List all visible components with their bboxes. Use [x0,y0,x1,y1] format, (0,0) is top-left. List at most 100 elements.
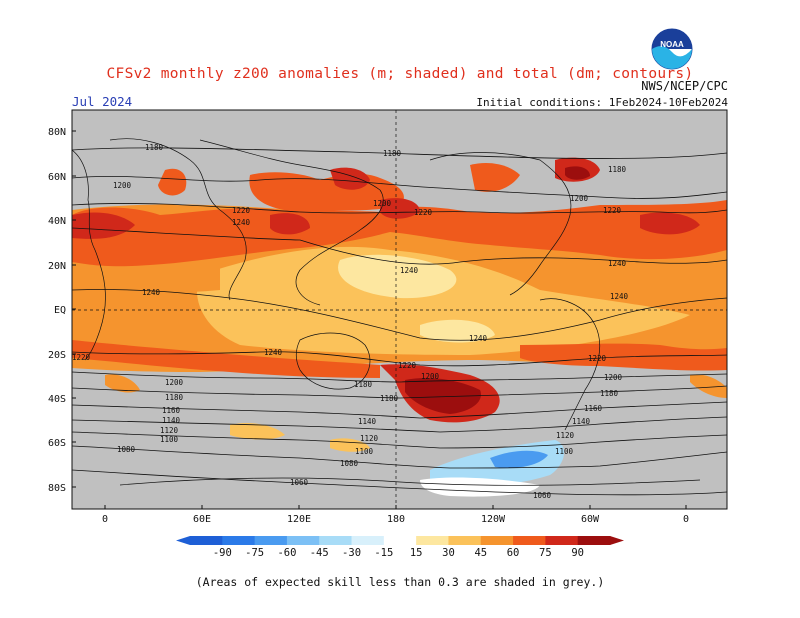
svg-text:1120: 1120 [556,431,575,440]
antarctic-white-region [420,477,540,497]
south-pacific-weak-anomaly [420,319,495,343]
colorbar-tick-label: -60 [277,547,296,559]
chart-title: CFSv2 monthly z200 anomalies (m; shaded)… [106,66,694,82]
east-asia-peak [270,213,310,235]
svg-text:1100: 1100 [355,447,374,456]
lon-label: 0 [683,514,689,525]
colorbar-tick-label: 60 [507,547,520,559]
colorbar-swatch [513,536,546,545]
lat-label: 80N [48,127,66,138]
colorbar-swatch [577,536,611,545]
svg-text:1200: 1200 [373,199,392,208]
svg-text:1100: 1100 [160,435,179,444]
lat-label: 20N [48,261,66,272]
svg-text:1240: 1240 [400,266,419,275]
southern-ocean-patch [230,423,285,440]
colorbar-right-arrow [610,536,624,545]
svg-text:1220: 1220 [232,206,251,215]
lat-label: 60S [48,438,66,449]
lon-label: 120E [287,514,311,525]
svg-text:1100: 1100 [555,447,574,456]
lon-label: 180 [387,514,405,525]
antarctic-negative-core [490,450,548,468]
svg-text:1240: 1240 [232,218,251,227]
lat-label: EQ [54,305,66,316]
lat-label: 20S [48,350,66,361]
colorbar-swatch [383,536,417,545]
svg-text:1180: 1180 [383,149,402,158]
north-atlantic-anomaly [72,265,220,293]
colorbar-tick-label: -45 [310,547,329,559]
coastlines [72,138,701,486]
svg-text:1240: 1240 [469,334,488,343]
colorbar-tick-label: -30 [342,547,361,559]
svg-text:1180: 1180 [380,394,399,403]
greenland-peak [565,166,590,180]
high-latitude-peak [330,167,370,190]
south-pacific-peak [405,378,481,414]
skill-footnote: (Areas of expected skill less than 0.3 a… [195,575,605,589]
south-subtropical-anomaly [72,340,380,378]
svg-text:1120: 1120 [360,434,379,443]
europe-anomaly [158,168,187,196]
svg-text:1240: 1240 [610,292,629,301]
lon-label: 120W [481,514,506,525]
svg-text:1220: 1220 [72,353,91,362]
lat-label: 80S [48,483,66,494]
svg-text:1220: 1220 [414,208,433,217]
svg-text:1140: 1140 [358,417,377,426]
lat-label: 40S [48,394,66,405]
svg-text:1140: 1140 [162,416,181,425]
svg-text:1220: 1220 [588,354,607,363]
lon-label: 60E [193,514,211,525]
indian-ocean-patch [105,374,140,393]
svg-text:1160: 1160 [584,404,603,413]
colorbar-tick-label: 45 [474,547,487,559]
svg-text:1200: 1200 [421,372,440,381]
height-contours [72,147,727,496]
svg-text:1080: 1080 [340,459,359,468]
north-midlatitude-anomaly [72,200,727,267]
svg-text:1160: 1160 [162,406,181,415]
svg-text:1180: 1180 [354,380,373,389]
svg-text:1080: 1080 [117,445,136,454]
colorbar-tick-label: 90 [571,547,584,559]
lat-label: 60N [48,172,66,183]
colorbar-swatch [416,536,449,545]
svg-text:1220: 1220 [603,206,622,215]
latitude-axis: 80N 60N 40N 20N EQ 20S 40S 60S 80S [48,127,76,494]
central-pacific-weak-anomaly [338,254,457,299]
colorbar-swatch [222,536,256,545]
colorbar-swatch [319,536,353,545]
colorbar-left-arrow [176,536,190,545]
colorbar-swatch [448,536,482,545]
noaa-logo: NOAA [651,28,693,70]
atlantic-peak [640,212,700,235]
colorbar-swatch [286,536,320,545]
svg-text:1060: 1060 [533,491,552,500]
colorbar-tick-label: -15 [374,547,393,559]
svg-text:1200: 1200 [113,181,132,190]
svg-text:1180: 1180 [600,389,619,398]
colorbar-tick-label: -75 [245,547,264,559]
colorbar-swatch [351,536,385,545]
lon-label: 0 [102,514,108,525]
svg-text:1200: 1200 [570,194,589,203]
colorbar-swatch [190,536,223,545]
svg-text:1180: 1180 [145,143,164,152]
colorbar-tick-label: -90 [213,547,232,559]
svg-text:1240: 1240 [608,259,627,268]
svg-text:1120: 1120 [160,426,179,435]
contour-labels: 1180 1180 1180 1200 1200 1200 1220 1220 … [72,143,629,500]
lat-label: 40N [48,216,66,227]
longitude-axis: 0 60E 120E 180 120W 60W 0 [102,505,689,525]
svg-text:1200: 1200 [604,373,623,382]
colorbar-swatch [254,536,288,545]
asia-midlatitude-peak [72,212,135,239]
lon-label: 60W [581,514,600,525]
svg-text:1180: 1180 [608,165,627,174]
svg-text:1140: 1140 [572,417,591,426]
valid-month: Jul 2024 [72,94,133,109]
alaska-anomaly [470,163,520,192]
